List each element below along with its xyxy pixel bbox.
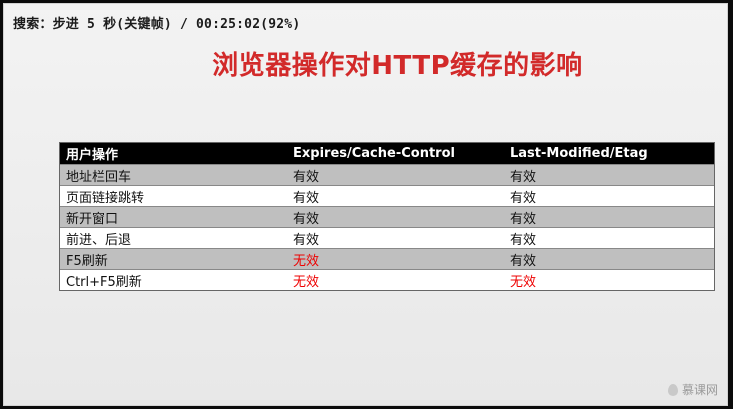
search-status-text: 搜索：步进 5 秒(关键帧) / 00:25:02(92%) <box>13 17 301 32</box>
row-last-modified-status: 无效 <box>510 274 537 290</box>
column-header-user-action: 用户操作 <box>66 148 119 163</box>
table-row: 前进、后退 有效 有效 <box>60 227 714 248</box>
row-action: Ctrl+F5刷新 <box>66 274 142 290</box>
slide: 搜索：步进 5 秒(关键帧) / 00:25:02(92%) 浏览器操作对HTT… <box>3 3 728 406</box>
slide-title-text: 浏览器操作对HTTP缓存的影响 <box>212 51 583 81</box>
row-action: F5刷新 <box>66 253 108 269</box>
table-row: 地址栏回车 有效 有效 <box>60 164 714 185</box>
row-last-modified-status: 有效 <box>510 253 537 269</box>
row-expires-status: 无效 <box>293 274 320 290</box>
row-expires-status: 有效 <box>293 190 320 206</box>
row-expires-status: 有效 <box>293 169 320 185</box>
row-action: 前进、后退 <box>66 232 132 248</box>
slide-title: 浏览器操作对HTTP缓存的影响 <box>3 45 733 82</box>
table-row: 页面链接跳转 有效 有效 <box>60 185 714 206</box>
table-header-row: 用户操作 Expires/Cache-Control Last-Modified… <box>60 143 714 164</box>
row-last-modified-status: 有效 <box>510 169 537 185</box>
table-row: Ctrl+F5刷新 无效 无效 <box>60 269 714 290</box>
row-last-modified-status: 有效 <box>510 232 537 248</box>
row-action: 新开窗口 <box>66 211 119 227</box>
table-row: F5刷新 无效 有效 <box>60 248 714 269</box>
row-last-modified-status: 有效 <box>510 211 537 227</box>
row-expires-status: 无效 <box>293 253 320 269</box>
row-action: 页面链接跳转 <box>66 190 145 206</box>
watermark-text: 慕课网 <box>681 383 718 397</box>
column-header-last-modified-etag: Last-Modified/Etag <box>510 146 648 161</box>
cache-behavior-table: 用户操作 Expires/Cache-Control Last-Modified… <box>59 142 715 291</box>
flame-icon <box>667 383 678 396</box>
site-watermark: 慕课网 <box>667 381 718 398</box>
row-last-modified-status: 有效 <box>510 190 537 206</box>
column-header-expires-cache-control: Expires/Cache-Control <box>293 146 455 161</box>
row-action: 地址栏回车 <box>66 169 132 185</box>
row-expires-status: 有效 <box>293 232 320 248</box>
table-row: 新开窗口 有效 有效 <box>60 206 714 227</box>
row-expires-status: 有效 <box>293 211 320 227</box>
